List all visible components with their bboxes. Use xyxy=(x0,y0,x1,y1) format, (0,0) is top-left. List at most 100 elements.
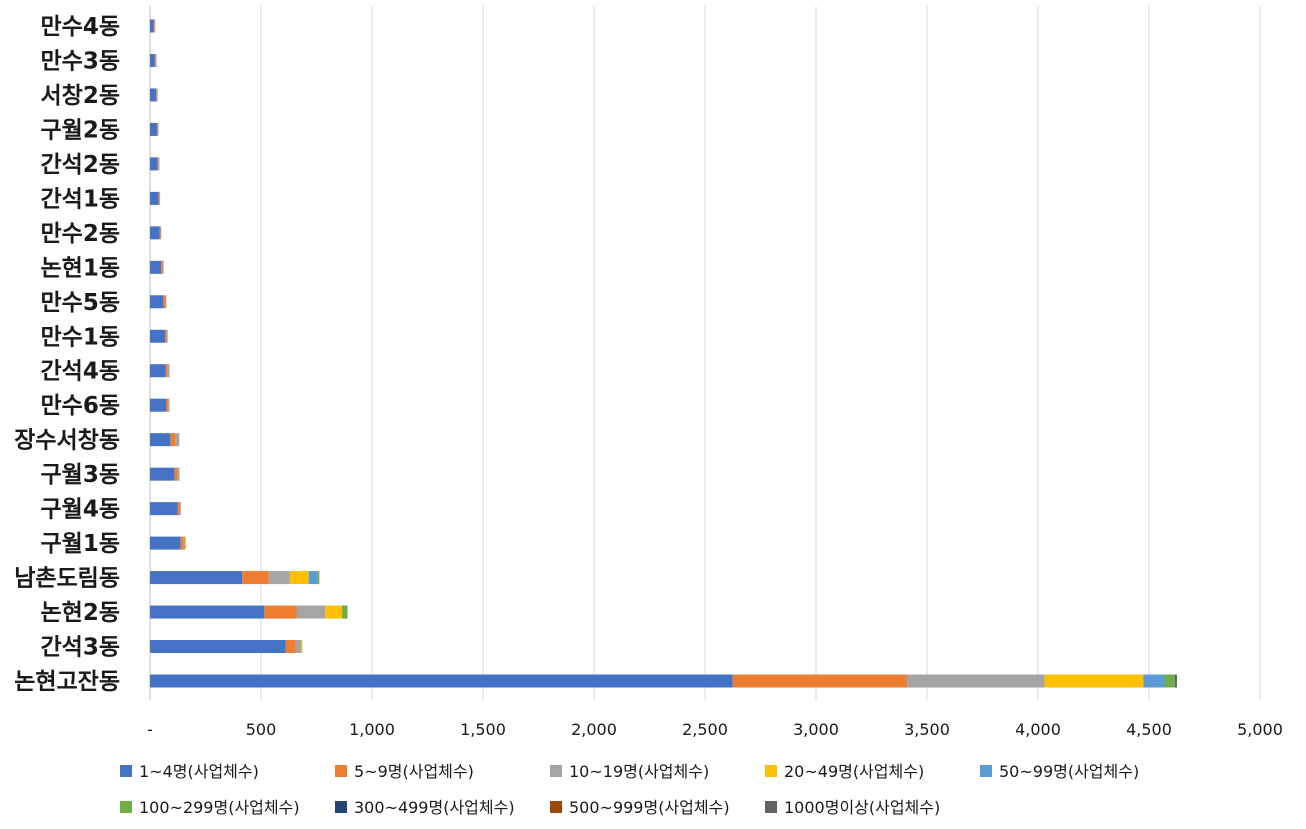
category-label: 서창2동 xyxy=(41,83,120,109)
legend-label: 1000명이상(사업체수) xyxy=(784,798,940,817)
legend-label: 500~999명(사업체수) xyxy=(569,798,730,817)
bar-논현고잔동-series-5 xyxy=(1164,674,1176,688)
legend-label: 1~4명(사업체수) xyxy=(139,762,259,781)
x-tick-label: 5,000 xyxy=(1237,720,1283,739)
legend-label: 300~499명(사업체수) xyxy=(354,798,515,817)
category-label: 구월3동 xyxy=(41,462,120,488)
bar-만수1동-series-1 xyxy=(165,329,167,343)
bar-논현고잔동-series-6 xyxy=(1175,674,1176,688)
bar-논현2동-series-3 xyxy=(325,605,343,619)
bar-만수3동-series-0 xyxy=(150,53,155,67)
legend-label: 50~99명(사업체수) xyxy=(999,762,1139,781)
category-label: 장수서창동 xyxy=(14,428,120,454)
x-tick-label: 3,500 xyxy=(904,720,950,739)
category-label: 논현고잔동 xyxy=(14,669,120,695)
legend-swatch xyxy=(335,801,347,813)
legend-label: 10~19명(사업체수) xyxy=(569,762,709,781)
bar-간석3동-series-0 xyxy=(150,640,286,654)
bar-서창2동-series-2 xyxy=(156,88,158,102)
legend-swatch xyxy=(765,765,777,777)
category-label: 간석4동 xyxy=(41,359,120,385)
bar-만수5동-series-1 xyxy=(163,295,166,309)
bar-만수2동-series-1 xyxy=(159,226,161,240)
category-labels: 만수4동만수3동서창2동구월2동간석2동간석1동만수2동논현1동만수5동만수1동… xyxy=(14,14,120,695)
x-tick-label: 1,500 xyxy=(460,720,506,739)
bar-남촌도림동-series-1 xyxy=(242,571,269,585)
bar-만수2동-series-2 xyxy=(160,226,162,240)
bar-구월4동-series-2 xyxy=(179,502,181,516)
legend-item-1: 5~9명(사업체수) xyxy=(335,762,474,781)
bar-간석3동-series-1 xyxy=(285,640,296,654)
legend-item-8: 1000명이상(사업체수) xyxy=(765,798,940,817)
bar-간석3동-series-2 xyxy=(295,640,302,654)
bar-장수서창동-series-0 xyxy=(150,433,171,447)
bar-만수5동-series-2 xyxy=(165,295,167,309)
bar-만수5동-series-0 xyxy=(150,295,164,309)
category-label: 간석3동 xyxy=(41,635,120,661)
bar-남촌도림동-series-2 xyxy=(268,571,290,585)
bar-만수4동-series-0 xyxy=(150,19,154,33)
bar-만수4동-series-1 xyxy=(153,19,155,33)
category-label: 구월1동 xyxy=(41,531,120,557)
bar-논현고잔동-series-4 xyxy=(1143,674,1165,688)
bar-만수2동-series-0 xyxy=(150,226,160,240)
bar-간석2동-series-1 xyxy=(157,157,159,171)
bar-간석4동-series-1 xyxy=(165,364,168,378)
legend-swatch xyxy=(550,801,562,813)
gridlines xyxy=(149,6,1261,700)
bar-만수6동-series-2 xyxy=(168,398,170,412)
bar-논현2동-series-5 xyxy=(342,605,348,619)
legend-label: 20~49명(사업체수) xyxy=(784,762,924,781)
legend-item-2: 10~19명(사업체수) xyxy=(550,762,709,781)
category-label: 간석1동 xyxy=(41,186,120,212)
bar-간석2동-series-0 xyxy=(150,157,158,171)
bar-간석1동-series-0 xyxy=(150,191,159,205)
bar-구월2동-series-1 xyxy=(157,122,158,136)
x-axis-tick-labels: - 500 1,000 1,500 2,000 2,500 3,000 3,500 4,000 4… xyxy=(147,720,1283,739)
bar-구월1동-series-1 xyxy=(180,536,184,550)
bar-구월3동-series-1 xyxy=(174,467,178,481)
bar-간석4동-series-0 xyxy=(150,364,166,378)
category-label: 논현1동 xyxy=(41,255,120,281)
legend-swatch xyxy=(335,765,347,777)
legend-label: 5~9명(사업체수) xyxy=(354,762,474,781)
category-label: 만수4동 xyxy=(41,14,120,40)
bar-간석3동-series-3 xyxy=(301,640,303,654)
x-tick-label: 2,500 xyxy=(682,720,728,739)
category-label: 구월2동 xyxy=(41,117,120,143)
bar-남촌도림동-series-5 xyxy=(317,571,320,585)
bar-만수3동-series-2 xyxy=(155,53,157,67)
category-label: 만수1동 xyxy=(41,324,120,350)
legend-item-0: 1~4명(사업체수) xyxy=(120,762,259,781)
bar-장수서창동-series-2 xyxy=(175,433,180,447)
bar-만수1동-series-2 xyxy=(166,329,168,343)
legend-item-5: 100~299명(사업체수) xyxy=(120,798,300,817)
bar-남촌도림동-series-4 xyxy=(308,571,318,585)
legend-item-3: 20~49명(사업체수) xyxy=(765,762,924,781)
category-label: 만수3동 xyxy=(41,48,120,74)
bar-구월2동-series-0 xyxy=(150,122,158,136)
bars xyxy=(150,19,1177,688)
legend-swatch xyxy=(980,765,992,777)
bar-논현고잔동-series-1 xyxy=(732,674,908,688)
category-label: 간석2동 xyxy=(41,152,120,178)
x-tick-label: 2,000 xyxy=(571,720,617,739)
bar-남촌도림동-series-0 xyxy=(150,571,243,585)
bar-구월1동-series-3 xyxy=(185,536,186,550)
legend-swatch xyxy=(765,801,777,813)
category-label: 만수5동 xyxy=(41,290,120,316)
legend: 1~4명(사업체수) 5~9명(사업체수) 10~19명(사업체수) 20~49명(사… xyxy=(120,762,1139,817)
bar-구월1동-series-2 xyxy=(183,536,186,550)
category-label: 남촌도림동 xyxy=(14,566,120,592)
legend-item-7: 500~999명(사업체수) xyxy=(550,798,730,817)
x-tick-label: 4,000 xyxy=(1015,720,1061,739)
bar-만수3동-series-1 xyxy=(154,53,156,67)
bar-구월3동-series-0 xyxy=(150,467,175,481)
bar-구월3동-series-2 xyxy=(177,467,180,481)
legend-swatch xyxy=(120,765,132,777)
bar-구월1동-series-0 xyxy=(150,536,181,550)
bar-간석1동-series-1 xyxy=(158,191,160,205)
bar-간석4동-series-2 xyxy=(167,364,170,378)
bar-간석1동-series-2 xyxy=(159,191,161,205)
